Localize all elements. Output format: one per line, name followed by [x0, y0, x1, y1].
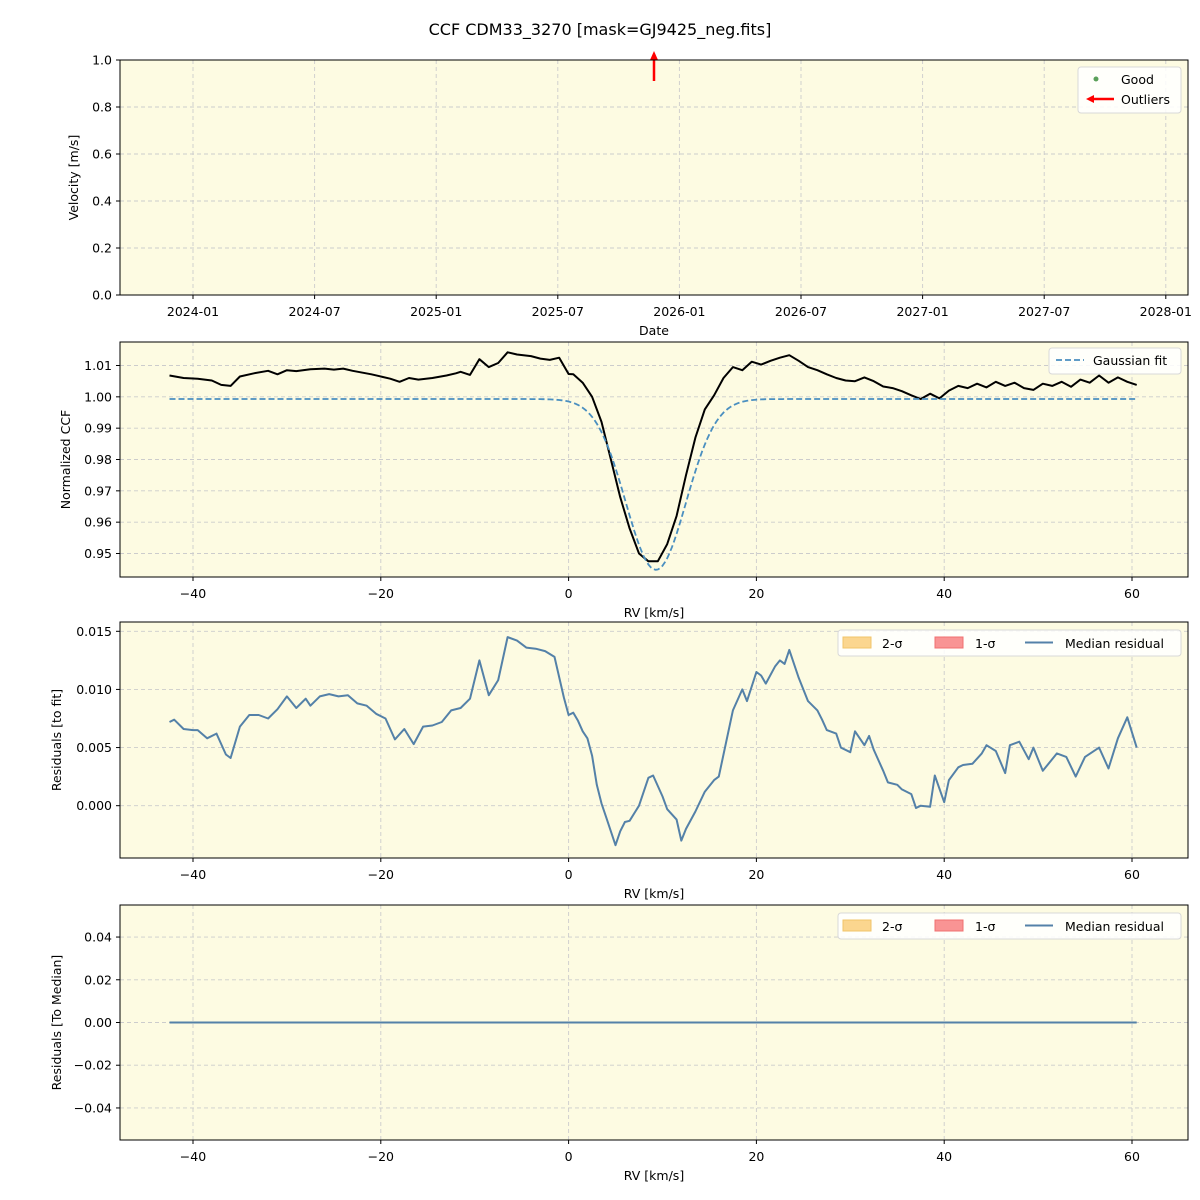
svg-text:Gaussian fit: Gaussian fit [1093, 353, 1167, 368]
svg-text:2-σ: 2-σ [882, 919, 902, 934]
x-tick-label: 2025-07 [532, 304, 584, 319]
x-tick-label: −40 [180, 867, 206, 882]
x-tick-label: 40 [936, 586, 952, 601]
y-tick-label: 0.02 [84, 972, 112, 987]
ccf-line [169, 351, 1138, 563]
x-tick-label: 20 [748, 1149, 764, 1164]
x-tick-label: −20 [368, 586, 394, 601]
ccf-profile-panel: −40 −20 0 20 40 60 0.95 0.96 0.97 0.98 0.99 1.00 1.0… [58, 341, 1189, 620]
y-tick-label: 0.005 [76, 740, 112, 755]
two-sigma-swatch-icon [842, 636, 872, 649]
svg-text:2-σ: 2-σ [882, 636, 902, 651]
legend: 2-σ 1-σ Median residual [837, 629, 1182, 657]
x-axis-label: RV [km/s] [624, 1168, 684, 1183]
x-tick-label: 60 [1124, 586, 1140, 601]
svg-text:1-σ: 1-σ [975, 636, 995, 651]
svg-text:Outliers: Outliers [1121, 92, 1170, 107]
good-marker-icon [1093, 76, 1099, 82]
y-axis-label: Residuals [To Median] [49, 955, 64, 1091]
x-tick-label: 2027-01 [896, 304, 948, 319]
x-tick-label: 2026-01 [653, 304, 705, 319]
y-tick-label: 0.015 [76, 624, 112, 639]
legend: Good Outliers [1077, 66, 1182, 114]
y-axis-label: Velocity [m/s] [66, 135, 81, 221]
x-axis-label: RV [km/s] [624, 886, 684, 901]
y-tick-label: 0.0 [92, 288, 112, 303]
y-tick-label: 1.01 [84, 358, 112, 373]
y-tick-label: 0.04 [84, 930, 112, 945]
svg-text:Good: Good [1121, 72, 1154, 87]
x-tick-label: 2026-07 [775, 304, 827, 319]
y-tick-label: 0.95 [84, 546, 112, 561]
residuals-to-median-panel: −40 −20 0 20 40 60 −0.04 −0.02 0.00 0.02 0.04 RV [k… [49, 904, 1189, 1183]
x-tick-label: 20 [748, 586, 764, 601]
legend: Gaussian fit [1048, 347, 1182, 375]
y-tick-label: 0.4 [92, 194, 112, 209]
velocity-timeseries-panel: 2024-01 2024-07 2025-01 2025-07 2026-01 2026-… [66, 51, 1192, 338]
x-tick-label: 2028-01 [1140, 304, 1192, 319]
y-tick-label: 0.97 [84, 483, 112, 498]
x-tick-label: 0 [565, 1149, 573, 1164]
y-axis-label: Residuals [to fit] [49, 689, 64, 791]
y-tick-label: −0.02 [74, 1058, 112, 1073]
two-sigma-swatch-icon [842, 919, 872, 932]
legend: 2-σ 1-σ Median residual [837, 912, 1182, 940]
x-axis-label: RV [km/s] [624, 605, 684, 620]
x-tick-label: 60 [1124, 1149, 1140, 1164]
y-tick-label: 0.00 [84, 1015, 112, 1030]
y-tick-label: 0.96 [84, 515, 112, 530]
one-sigma-swatch-icon [934, 919, 964, 932]
x-tick-label: 60 [1124, 867, 1140, 882]
x-axis-label: Date [639, 323, 669, 338]
y-tick-label: 0.000 [76, 798, 112, 813]
x-tick-label: 20 [748, 867, 764, 882]
svg-text:Median residual: Median residual [1065, 919, 1164, 934]
figure-title: CCF CDM33_3270 [mask=GJ9425_neg.fits] [428, 20, 772, 39]
y-tick-label: 1.0 [92, 53, 112, 68]
x-tick-label: 2024-01 [167, 304, 219, 319]
residuals-to-fit-panel: −40 −20 0 20 40 60 0.000 0.005 0.010 0.015 RV [km/… [49, 621, 1189, 901]
y-tick-label: 0.6 [92, 147, 112, 162]
median-residual-line [169, 636, 1138, 847]
x-tick-label: −40 [180, 1149, 206, 1164]
y-tick-label: 0.8 [92, 100, 112, 115]
x-tick-label: 0 [565, 586, 573, 601]
y-tick-label: 0.010 [76, 682, 112, 697]
x-tick-label: 40 [936, 1149, 952, 1164]
svg-text:1-σ: 1-σ [975, 919, 995, 934]
y-tick-label: 1.00 [84, 389, 112, 404]
x-tick-label: 2027-07 [1018, 304, 1070, 319]
y-axis-label: Normalized CCF [58, 410, 73, 510]
y-tick-label: 0.2 [92, 241, 112, 256]
x-tick-label: 40 [936, 867, 952, 882]
x-tick-label: −20 [368, 867, 394, 882]
x-tick-label: −40 [180, 586, 206, 601]
x-tick-label: 0 [565, 867, 573, 882]
y-tick-label: −0.04 [74, 1100, 112, 1115]
one-sigma-swatch-icon [934, 636, 964, 649]
y-tick-label: 0.99 [84, 421, 112, 436]
y-tick-label: 0.98 [84, 452, 112, 467]
svg-text:Median residual: Median residual [1065, 636, 1164, 651]
x-tick-label: 2024-07 [288, 304, 340, 319]
x-tick-label: 2025-01 [410, 304, 462, 319]
x-tick-label: −20 [368, 1149, 394, 1164]
